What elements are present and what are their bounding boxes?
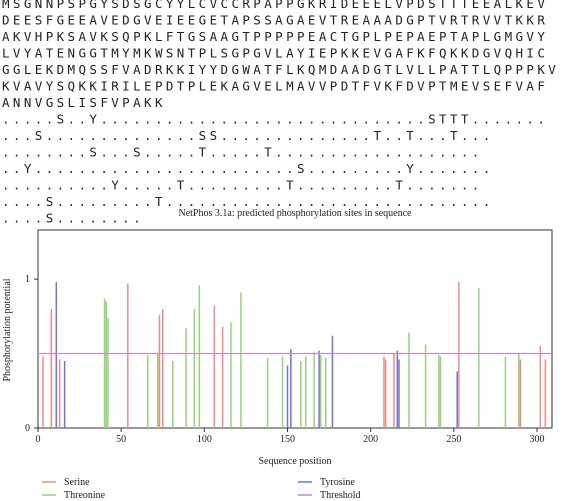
sequence-line: LVYATENGGTMYMKWSNTPLSGPGVLAYIEPKKEVGAFKF… xyxy=(2,46,548,61)
x-tick-label: 100 xyxy=(197,434,212,445)
sequence-line: ...S..............SS..............T..T..… xyxy=(2,128,494,143)
x-tick-label: 50 xyxy=(116,434,126,445)
x-tick-label: 150 xyxy=(280,434,295,445)
sequence-line: ANNVGSLISFVPAKK xyxy=(2,95,166,110)
x-tick-label: 0 xyxy=(36,434,41,445)
x-axis-label: Sequence position xyxy=(258,456,331,467)
y-tick-label: 1 xyxy=(25,274,30,285)
x-tick-label: 200 xyxy=(363,434,378,445)
sequence-line: MSGNNPSPGYSDSGCYYLCVCCRPAPPGKRIDEEELVPDS… xyxy=(2,0,548,11)
plot-frame xyxy=(37,229,553,429)
sequence-line: GGLEKDMQSSFVADRKKIYYDGWATFLKQMDAADGTLVLL… xyxy=(2,62,559,77)
x-tick-label: 250 xyxy=(446,434,461,445)
sequence-line: DEESFGEEAVEDGVEIEEGETAPSSAGAEVTREAAADGPT… xyxy=(2,13,548,28)
sequence-line: AKVHPKSAVKSQPKLFTGSAAGTPPPPPEACTGPLPEPAE… xyxy=(2,29,548,44)
sequence-line: KVAVYSQKKIRILEPDTPLEKAGVELMAVVPDTFVKFDVP… xyxy=(2,79,548,94)
legend-label: Threonine xyxy=(64,490,106,501)
chart-title: NetPhos 3.1a: predicted phosphorylation … xyxy=(178,208,412,219)
sequence-line: .....S..Y..............................S… xyxy=(2,112,548,127)
sequence-line: ..........Y.....T.........T.........T...… xyxy=(2,178,483,193)
sequence-line: ....S........ xyxy=(2,211,144,226)
y-axis-label: Phosphorylation potential xyxy=(2,278,13,381)
sequence-line: ....S.........T.........................… xyxy=(2,194,494,209)
x-tick-label: 300 xyxy=(530,434,545,445)
legend-label: Serine xyxy=(64,477,90,488)
legend-label: Tyrosine xyxy=(320,477,355,488)
sequence-line: ..Y........................S.........Y..… xyxy=(2,161,494,176)
y-tick-label: 0 xyxy=(25,423,30,434)
sequence-line: ........S...S.....T.....T...............… xyxy=(2,145,483,160)
legend-label: Threshold xyxy=(320,490,361,501)
